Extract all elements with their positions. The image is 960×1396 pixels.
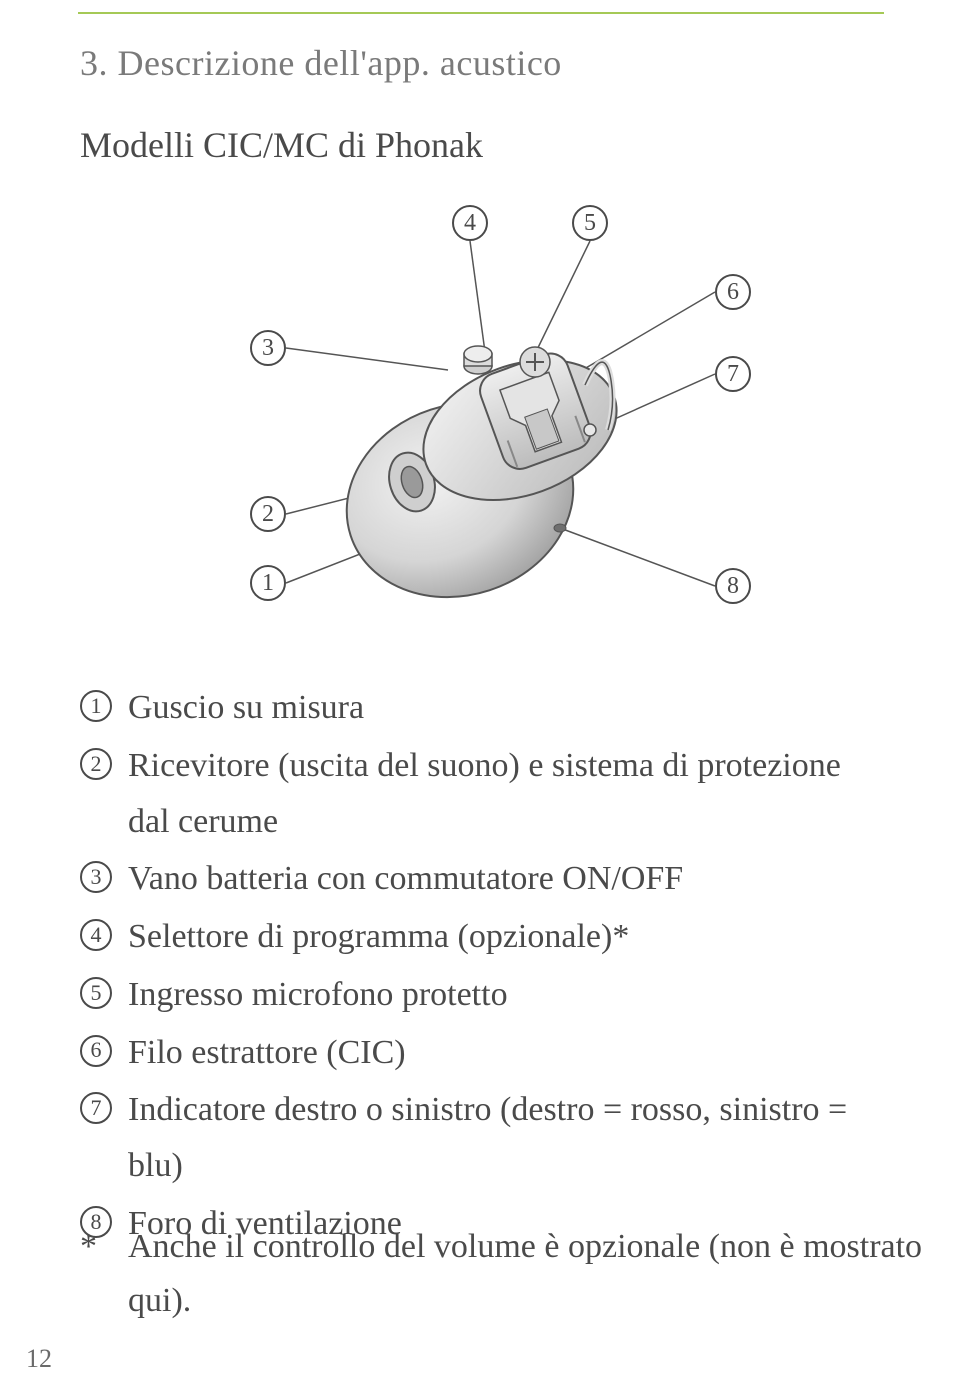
legend-item-2: 2 Ricevitore (uscita del suono) e sistem…	[80, 738, 868, 850]
legend-item-6: 6 Filo estrattore (CIC)	[80, 1025, 868, 1081]
legend-item-3: 3 Vano batteria con commutatore ON/OFF	[80, 851, 868, 907]
legend-num: 4	[80, 919, 112, 951]
diagram-label-5: 5	[572, 205, 608, 241]
legend-item-5: 5 Ingresso microfono protetto	[80, 967, 868, 1023]
diagram-label-7: 7	[715, 356, 751, 392]
legend-item-7: 7 Indicatore destro o sinistro (destro =…	[80, 1082, 868, 1194]
legend-num: 2	[80, 748, 112, 780]
legend-text: Ricevitore (uscita del suono) e sistema …	[128, 738, 868, 850]
device-diagram: 1 2 3 4 5 6 7 8	[160, 200, 800, 650]
diagram-label-2: 2	[250, 496, 286, 532]
diagram-label-3: 3	[250, 330, 286, 366]
section-heading: 3. Descrizione dell'app. acustico	[80, 42, 562, 84]
diagram-label-8: 8	[715, 568, 751, 604]
legend-num: 5	[80, 977, 112, 1009]
legend-num: 1	[80, 690, 112, 722]
footnote-marker: *	[80, 1220, 128, 1329]
footnote: * Anche il controllo del volume è opzion…	[80, 1220, 960, 1329]
legend-num: 6	[80, 1035, 112, 1067]
legend-num: 7	[80, 1092, 112, 1124]
legend-text: Vano batteria con commutatore ON/OFF	[128, 851, 683, 907]
diagram-label-6: 6	[715, 274, 751, 310]
top-rule	[78, 12, 884, 14]
diagram-label-4: 4	[452, 205, 488, 241]
diagram-label-1: 1	[250, 565, 286, 601]
legend-list: 1 Guscio su misura 2 Ricevitore (uscita …	[80, 680, 868, 1254]
legend-num: 3	[80, 861, 112, 893]
legend-text: Ingresso microfono protetto	[128, 967, 508, 1023]
page-number: 12	[26, 1344, 52, 1374]
legend-item-4: 4 Selettore di programma (opzionale)*	[80, 909, 868, 965]
device-illustration	[321, 335, 636, 626]
footnote-text: Anche il controllo del volume è opzional…	[128, 1220, 960, 1329]
legend-text: Selettore di programma (opzionale)*	[128, 909, 629, 965]
section-subheading: Modelli CIC/MC di Phonak	[80, 124, 483, 166]
legend-text: Indicatore destro o sinistro (destro = r…	[128, 1082, 868, 1194]
legend-text: Filo estrattore (CIC)	[128, 1025, 406, 1081]
legend-text: Guscio su misura	[128, 680, 364, 736]
legend-item-1: 1 Guscio su misura	[80, 680, 868, 736]
